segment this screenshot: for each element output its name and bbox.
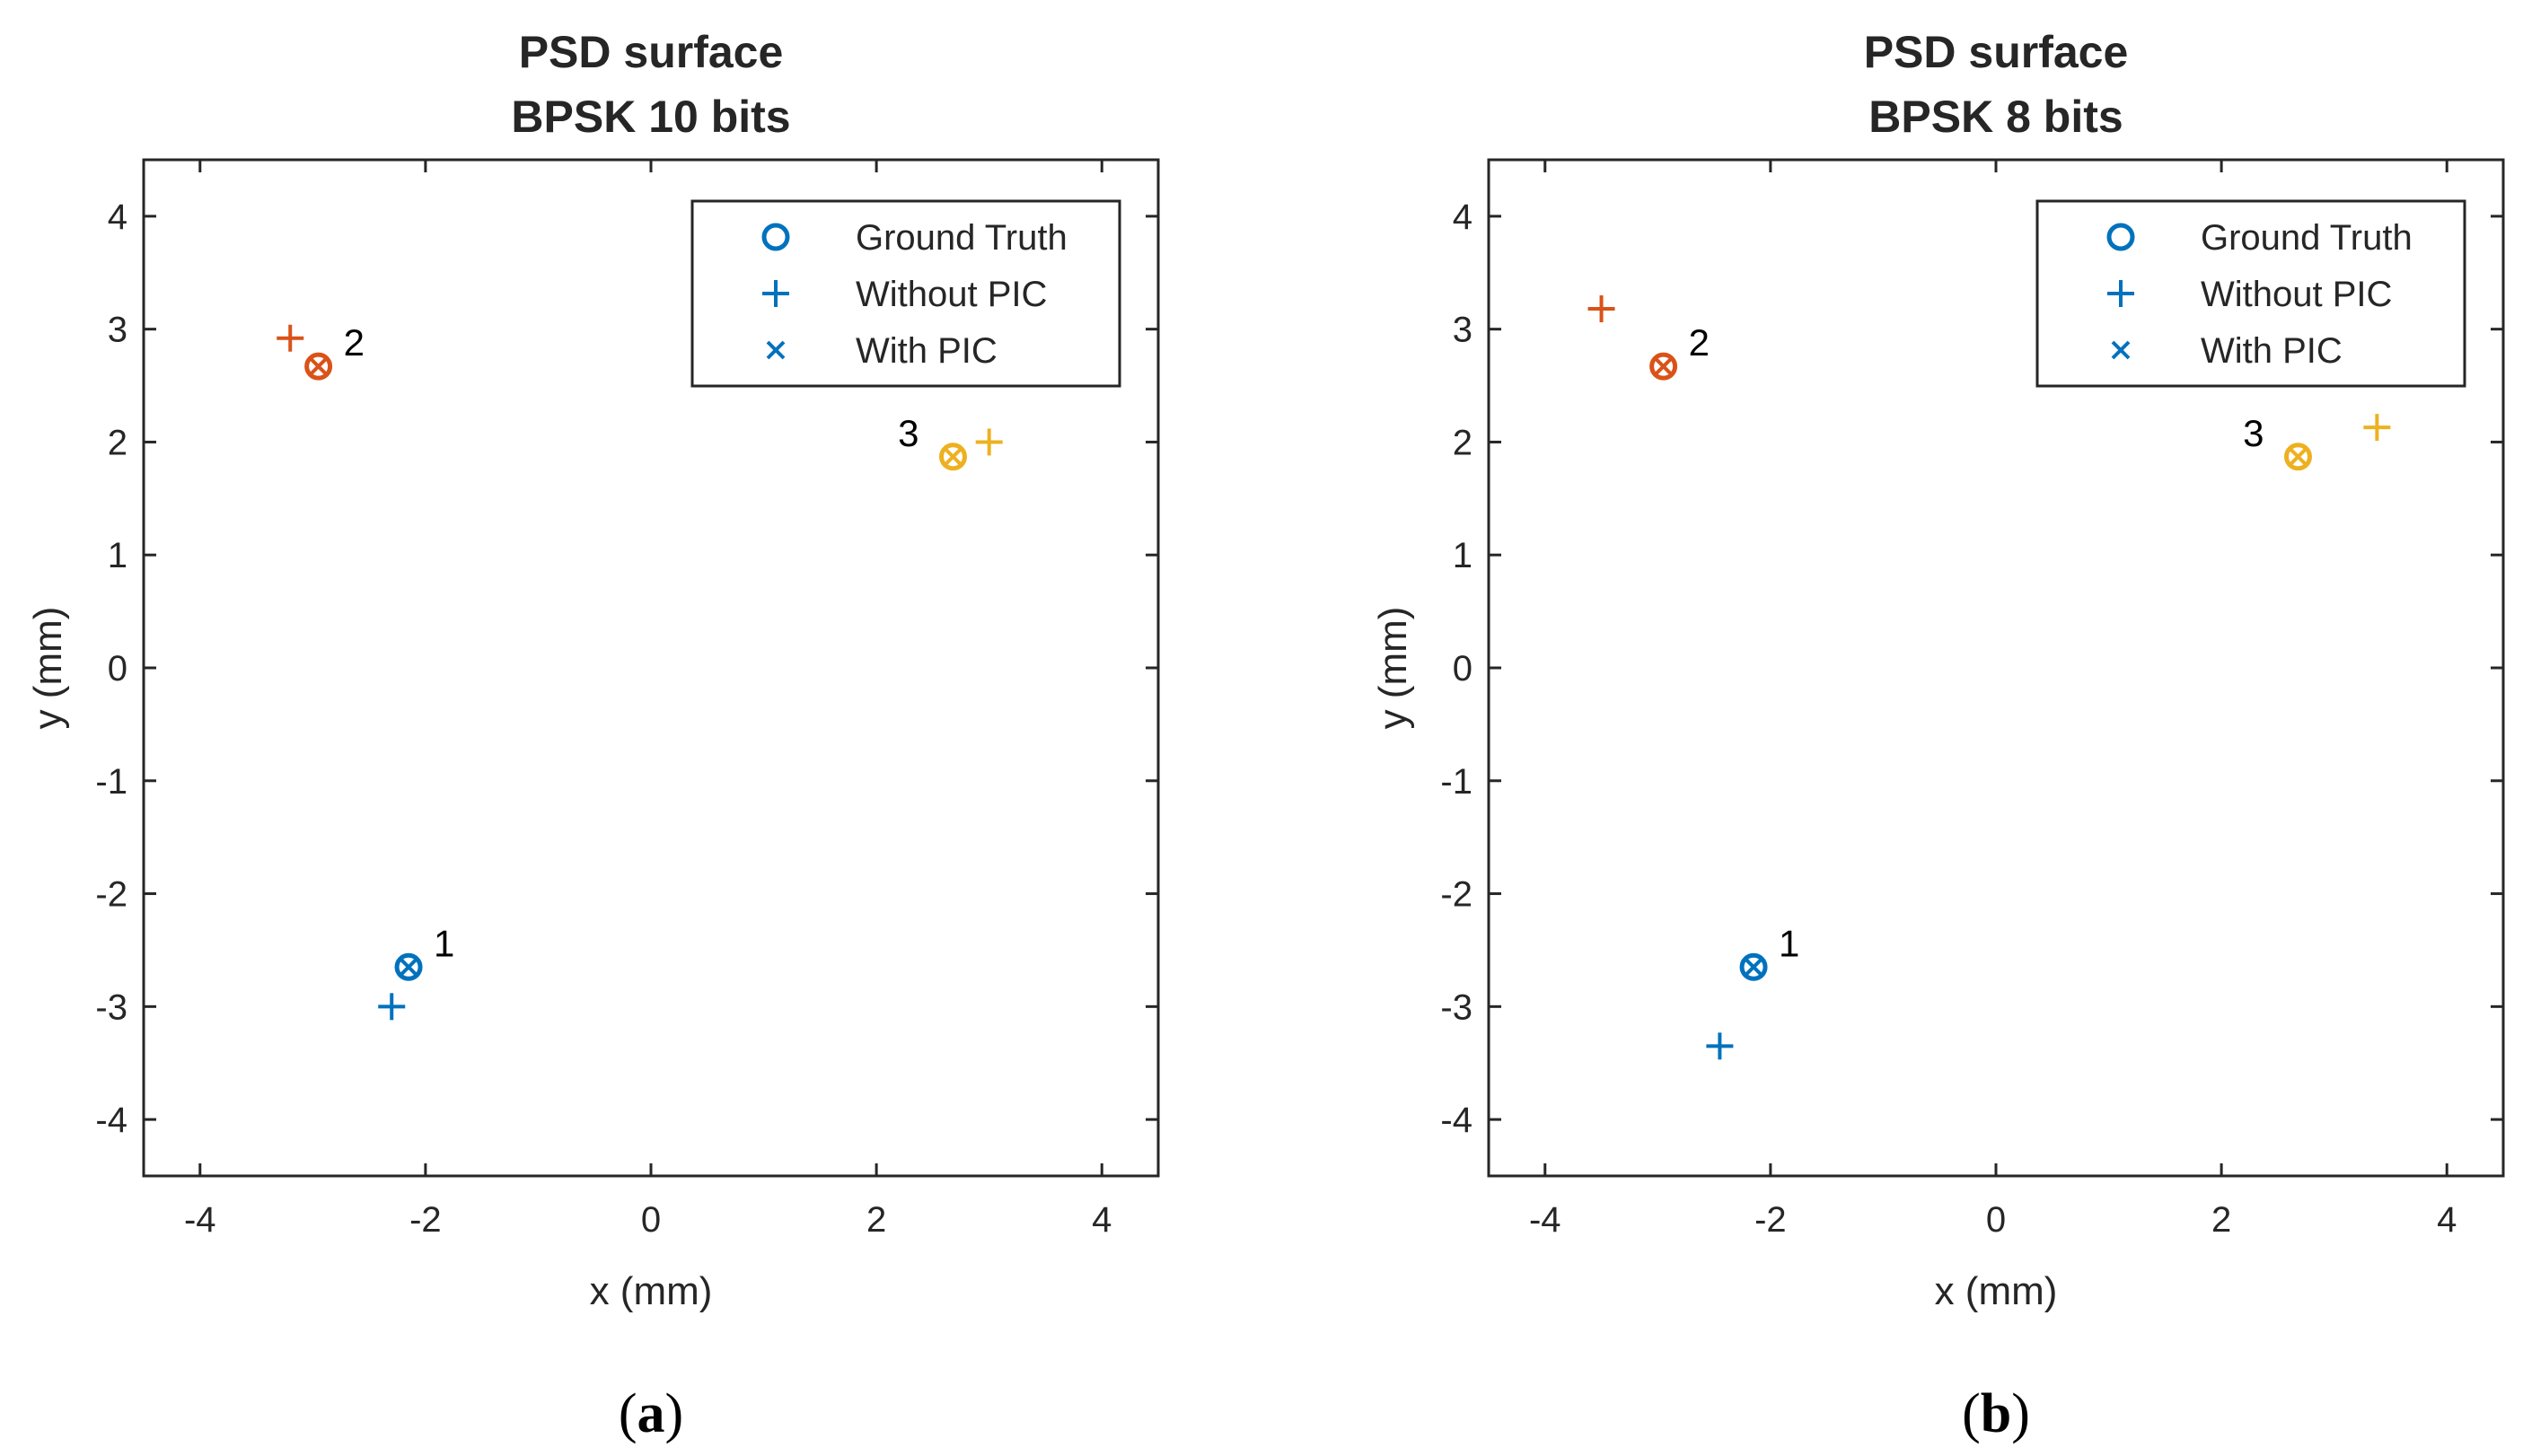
y-tick-label: -2 (95, 875, 127, 915)
panel-caption: (b) (1962, 1383, 2030, 1444)
point-group-2: 2 (1587, 295, 1710, 381)
legend-marker-plus (2107, 280, 2134, 307)
x-tick-label: 2 (2211, 1200, 2231, 1240)
point-label-3: 3 (898, 412, 919, 454)
y-tick-label: 1 (1453, 536, 1472, 575)
with-pic-marker-2 (1654, 356, 1674, 376)
y-tick-label: -3 (95, 987, 127, 1027)
y-tick-label: 4 (1453, 197, 1472, 237)
x-tick-label: 0 (1986, 1200, 2006, 1240)
with-pic-marker-1 (1744, 957, 1763, 977)
y-tick-label: -1 (95, 762, 127, 802)
x-tick-label: -4 (1529, 1200, 1561, 1240)
chart-title-line-2: BPSK 8 bits (1868, 92, 2123, 142)
x-tick-label: 4 (1092, 1200, 1112, 1240)
y-tick-label: 3 (1453, 311, 1472, 350)
caption-close-paren: ) (2011, 1383, 2030, 1444)
point-group-3: 3 (2243, 412, 2391, 471)
y-tick-label: -4 (1440, 1101, 1472, 1140)
panel-caption: (a) (619, 1383, 683, 1444)
legend-marker-plus (762, 280, 789, 307)
chart-title-line-1: PSD surface (1864, 27, 2129, 77)
ground-truth-marker-2 (1649, 352, 1678, 381)
point-group-2: 2 (277, 321, 365, 381)
caption-close-paren: ) (665, 1383, 684, 1444)
with-pic-marker-3 (944, 447, 963, 467)
caption-open-paren: ( (1962, 1383, 1981, 1444)
without-pic-marker-1 (1706, 1032, 1734, 1060)
legend: Ground Truth Without PIC With PIC (2035, 199, 2466, 388)
x-tick-label: 0 (641, 1200, 661, 1240)
legend-label: With PIC (856, 331, 998, 371)
x-tick-label: -4 (184, 1200, 216, 1240)
y-tick-label: 0 (108, 649, 127, 689)
legend-label: Ground Truth (856, 218, 1068, 258)
caption-letter: a (637, 1383, 665, 1444)
legend: Ground Truth Without PIC With PIC (690, 199, 1121, 388)
point-label-1: 1 (1779, 922, 1799, 964)
without-pic-marker-3 (2363, 414, 2391, 442)
point-label-2: 2 (1689, 321, 1710, 364)
point-label-1: 1 (434, 922, 454, 964)
legend-label: With PIC (2201, 331, 2343, 371)
point-label-3: 3 (2243, 412, 2264, 454)
chart-title-line-2: BPSK 10 bits (511, 92, 790, 142)
y-axis-label: y (mm) (1371, 607, 1415, 730)
chart-panel-2: PSD surface BPSK 8 bits -4 -2 0 2 4 -4 -3 -2 -1 0 1 2… (1371, 27, 2505, 1444)
ground-truth-marker-2 (304, 352, 333, 381)
chart-title-line-1: PSD surface (519, 27, 784, 77)
ground-truth-marker-3 (938, 443, 967, 471)
y-tick-label: -2 (1440, 875, 1472, 915)
y-tick-label: 0 (1453, 649, 1472, 689)
y-tick-label: -4 (95, 1101, 127, 1140)
y-tick-label: 4 (108, 197, 127, 237)
y-tick-label: 2 (108, 423, 127, 462)
ground-truth-marker-1 (1739, 952, 1768, 981)
without-pic-marker-2 (277, 324, 304, 352)
y-tick-label: -1 (1440, 762, 1472, 802)
without-pic-marker-3 (975, 428, 1003, 456)
x-tick-label: 2 (866, 1200, 886, 1240)
point-group-1: 1 (378, 922, 454, 1021)
with-pic-marker-3 (2289, 447, 2308, 467)
with-pic-marker-1 (399, 957, 418, 977)
point-group-1: 1 (1706, 922, 1799, 1060)
y-tick-label: 1 (108, 536, 127, 575)
caption-letter: b (1981, 1383, 2011, 1444)
y-tick-label: 3 (108, 311, 127, 350)
caption-open-paren: ( (619, 1383, 637, 1444)
y-tick-label: -3 (1440, 987, 1472, 1027)
ground-truth-marker-3 (2283, 443, 2312, 471)
y-tick-label: 2 (1453, 423, 1472, 462)
legend-label: Ground Truth (2201, 218, 2413, 258)
x-tick-label: 4 (2437, 1200, 2457, 1240)
without-pic-marker-2 (1587, 295, 1615, 323)
legend-marker-cross (2111, 340, 2131, 360)
legend-label: Without PIC (2201, 275, 2392, 314)
without-pic-marker-1 (378, 993, 406, 1021)
point-group-3: 3 (898, 412, 1003, 471)
with-pic-marker-2 (309, 356, 329, 376)
legend-marker-cross (766, 340, 786, 360)
legend-marker-circle (2106, 223, 2135, 251)
y-axis-label: y (mm) (26, 607, 70, 730)
x-axis-label: x (mm) (590, 1269, 713, 1313)
x-tick-label: -2 (409, 1200, 442, 1240)
legend-marker-circle (761, 223, 790, 251)
x-tick-label: -2 (1754, 1200, 1787, 1240)
x-axis-label: x (mm) (1935, 1269, 2058, 1313)
chart-panel-1: PSD surface BPSK 10 bits -4 -2 0 2 4 -4 -3 -2 -1 0 1… (26, 27, 1160, 1444)
legend-label: Without PIC (856, 275, 1047, 314)
point-label-2: 2 (344, 321, 365, 364)
ground-truth-marker-1 (394, 952, 423, 981)
